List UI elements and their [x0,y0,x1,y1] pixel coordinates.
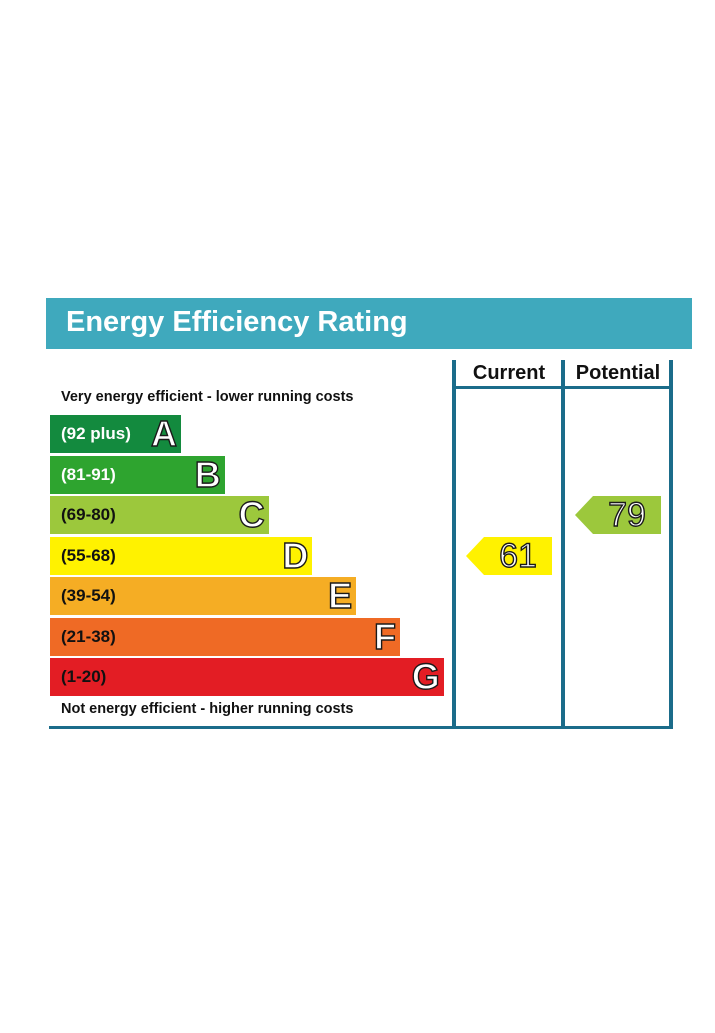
band-e: (39-54) E [50,575,357,616]
band-b-range: (81-91) [61,464,116,484]
potential-column-header: Potential [575,362,661,384]
bottom-note: Not energy efficient - higher running co… [61,701,354,717]
band-g: (1-20) G [50,656,444,697]
frame-line-left [452,360,456,729]
chart-title: Energy Efficiency Rating [66,306,408,338]
band-d: (55-68) D [50,534,313,576]
frame-line-right [669,360,673,729]
band-d-range: (55-68) [61,545,116,565]
band-a: (92 plus) A [50,413,181,454]
current-rating-value: 61 [498,536,537,575]
frame-line-bottom [49,726,673,729]
band-f-letter: F [373,615,396,657]
potential-rating-value: 79 [607,495,646,534]
band-c: (69-80) C [50,494,269,535]
band-b: (81-91) B [50,453,225,495]
potential-rating-arrow: 79 [575,495,661,535]
band-f-range: (21-38) [61,626,116,646]
title-bar: Energy Efficiency Rating [46,298,692,349]
top-note: Very energy efficient - lower running co… [61,389,354,405]
frame-line-middle [561,360,565,729]
band-e-letter: E [327,575,353,616]
band-e-range: (39-54) [61,586,116,605]
band-g-range: (1-20) [61,667,107,686]
header-divider-line [452,386,673,389]
current-rating-arrow: 61 [466,536,552,575]
current-column-header: Current [472,362,546,384]
band-f: (21-38) F [50,615,400,657]
current-arrow-shape [466,536,552,575]
band-a-letter: A [150,413,177,454]
band-c-letter: C [238,494,265,535]
potential-arrow-shape [575,496,661,534]
band-c-range: (69-80) [61,505,116,524]
band-g-letter: G [411,656,440,697]
band-b-letter: B [194,453,221,495]
band-a-range: (92 plus) [61,424,131,443]
band-d-letter: D [282,534,309,576]
